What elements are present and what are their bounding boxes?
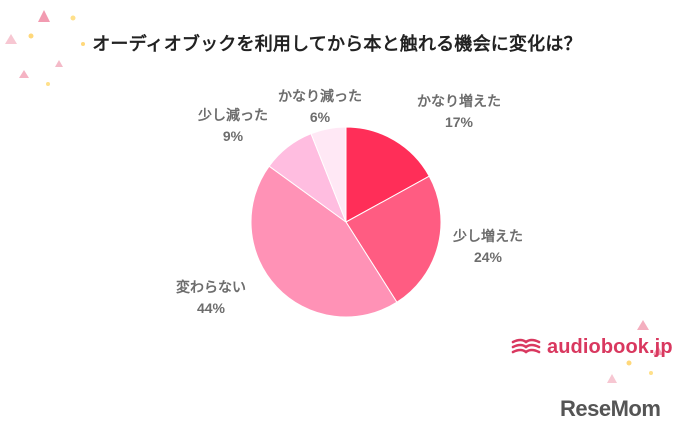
slice-value-label-4: 9% [223, 128, 244, 144]
slice-value-label-3: 44% [197, 300, 226, 316]
slice-label-1: かなり増えた [417, 93, 501, 109]
slice-value-label-5: 6% [310, 109, 331, 125]
pie-slice-1 [345, 126, 430, 223]
watermark: ReseMom [560, 396, 661, 421]
slice-value-label-1: 17% [445, 114, 474, 130]
brand-logo: audiobook.jp [511, 334, 673, 360]
pie-slice-3 [250, 165, 398, 318]
slice-label-5: かなり減った [278, 88, 362, 104]
book-stack-icon [511, 338, 541, 354]
chart-title: オーディオブックを利用してから本と触れる機会に変化は？ [92, 34, 582, 55]
slice-label-3: 変わらない [176, 279, 246, 295]
slice-value-label-2: 24% [474, 249, 503, 265]
pie-slice-2 [345, 175, 442, 303]
slice-label-2: 少し増えた [452, 228, 523, 244]
brand-logo-text: audiobook.jp [547, 336, 673, 358]
pie-slice-5 [310, 126, 347, 223]
slice-label-4: 少し減った [197, 107, 268, 123]
